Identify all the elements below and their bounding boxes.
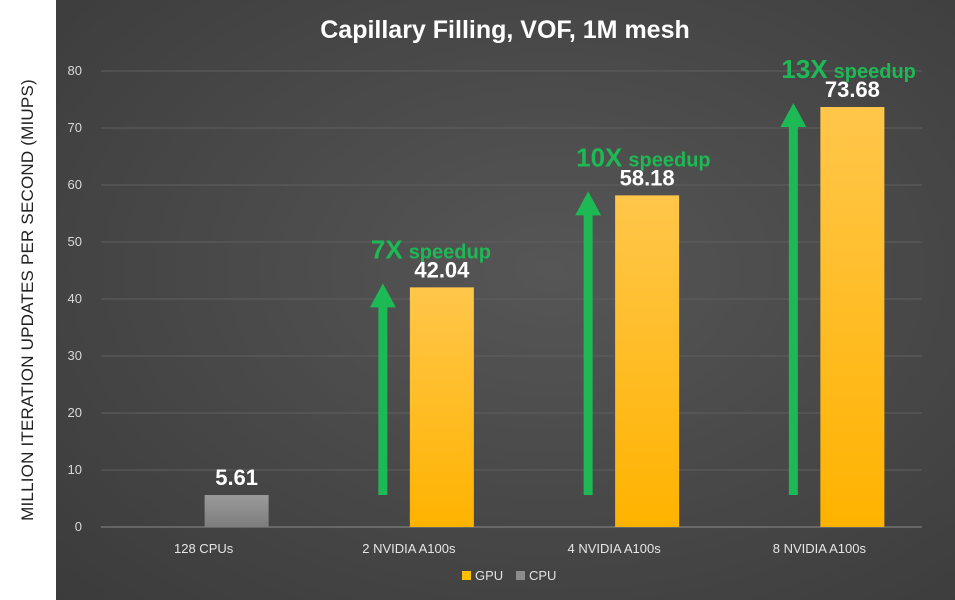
x-tick-label: 4 NVIDIA A100s [568,541,662,556]
data-label: 73.68 [825,77,880,102]
x-tick-label: 2 NVIDIA A100s [362,541,456,556]
data-label: 42.04 [414,257,470,282]
speedup-factor: 13X [781,54,828,84]
gpu-bar [615,195,680,527]
speedup-arrow-head [575,191,602,216]
chart-panel: Capillary Filling, VOF, 1M mesh 0 10 20 30 4… [56,0,955,600]
gpu-legend-swatch [462,571,471,580]
y-tick-label: 10 [68,462,82,477]
y-tick-label: 20 [68,405,82,420]
chart-title: Capillary Filling, VOF, 1M mesh [320,16,690,44]
x-tick-label: 8 NVIDIA A100s [773,541,867,556]
cpu-legend-swatch [516,571,525,580]
y-tick-label: 80 [68,63,82,78]
speedup-word: speedup [409,241,491,263]
x-axis-labels: 128 CPUs 2 NVIDIA A100s 4 NVIDIA A100s 8 NV… [174,541,866,556]
y-axis-ticks: 0 10 20 30 40 50 60 70 80 [68,63,82,534]
speedup-arrow-head [369,283,396,308]
y-axis-title: MILLION ITERATION UPDATES PER SECOND (MI… [18,79,37,521]
speedup-arrow-head [780,103,807,128]
gpu-bar [409,287,474,527]
y-tick-label: 0 [75,519,82,534]
cpu-bar [204,495,269,527]
bar-chart: Capillary Filling, VOF, 1M mesh 0 10 20 30 4… [68,16,922,583]
y-tick-label: 60 [68,177,82,192]
bars [204,107,885,528]
y-tick-label: 50 [68,234,82,249]
cpu-legend-label: CPU [529,568,556,583]
data-labels: 42.04 58.18 73.68 5.61 [215,77,880,490]
gpu-legend-label: GPU [475,568,503,583]
data-label: 58.18 [620,165,675,190]
y-tick-label: 70 [68,120,82,135]
data-label: 5.61 [215,465,258,490]
speedup-label: 13X speedup [781,54,916,84]
gridlines [101,70,922,528]
gpu-bar [820,107,885,528]
x-tick-label: 128 CPUs [174,541,234,556]
speedup-word: speedup [834,61,916,83]
speedup-word: speedup [628,149,710,171]
y-axis-title-area: MILLION ITERATION UPDATES PER SECOND (MI… [0,0,56,600]
legend: GPU CPU [462,568,556,583]
speedup-factor: 10X [576,142,623,172]
speedup-factor: 7X [371,234,403,264]
speedup-label: 7X speedup [371,234,491,264]
y-tick-label: 30 [68,348,82,363]
y-tick-label: 40 [68,291,82,306]
speedup-label: 10X speedup [576,142,711,172]
